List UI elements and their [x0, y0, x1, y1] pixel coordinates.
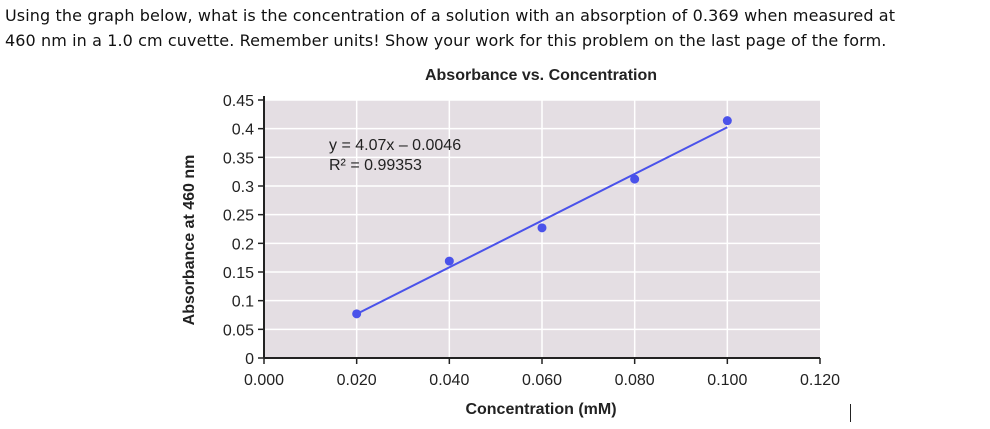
y-tick-label: 0.1 — [232, 294, 254, 311]
y-tick-label: 0 — [245, 351, 254, 368]
y-tick-label: 0.15 — [223, 265, 254, 282]
question-line-2: 460 nm in a 1.0 cm cuvette. Remember uni… — [5, 31, 887, 50]
y-tick-label: 0.05 — [223, 322, 254, 339]
x-tick-label: 0.060 — [522, 372, 562, 389]
question-text: Using the graph below, what is the conce… — [5, 3, 895, 53]
trendline-annotation: y = 4.07x – 0.0046 — [329, 137, 461, 154]
y-tick-label: 0.3 — [232, 179, 254, 196]
x-tick-label: 0.040 — [429, 372, 469, 389]
x-tick-label: 0.120 — [800, 372, 840, 389]
x-axis-label: Concentration (mM) — [465, 401, 616, 418]
y-tick-label: 0.35 — [223, 150, 254, 167]
y-tick-label: 0.4 — [232, 122, 254, 139]
data-point — [630, 174, 640, 184]
trendline — [356, 126, 728, 315]
trendline-annotation: R² = 0.99353 — [329, 157, 422, 174]
x-tick-label: 0.100 — [707, 372, 747, 389]
data-point — [444, 256, 454, 266]
y-tick-label: 0.2 — [232, 236, 254, 253]
x-tick-label: 0.020 — [337, 372, 377, 389]
y-axis-label: Absorbance at 460 nm — [181, 155, 198, 326]
y-tick-label: 0.25 — [223, 208, 254, 225]
x-tick-label: 0.000 — [244, 372, 284, 389]
chart-title: Absorbance vs. Concentration — [425, 67, 657, 84]
data-point — [722, 116, 732, 126]
question-line-1: Using the graph below, what is the conce… — [5, 6, 896, 25]
y-tick-label: 0.45 — [223, 93, 254, 110]
data-point — [537, 223, 547, 233]
data-point — [352, 309, 362, 319]
text-cursor — [850, 404, 851, 422]
x-tick-label: 0.080 — [615, 372, 655, 389]
